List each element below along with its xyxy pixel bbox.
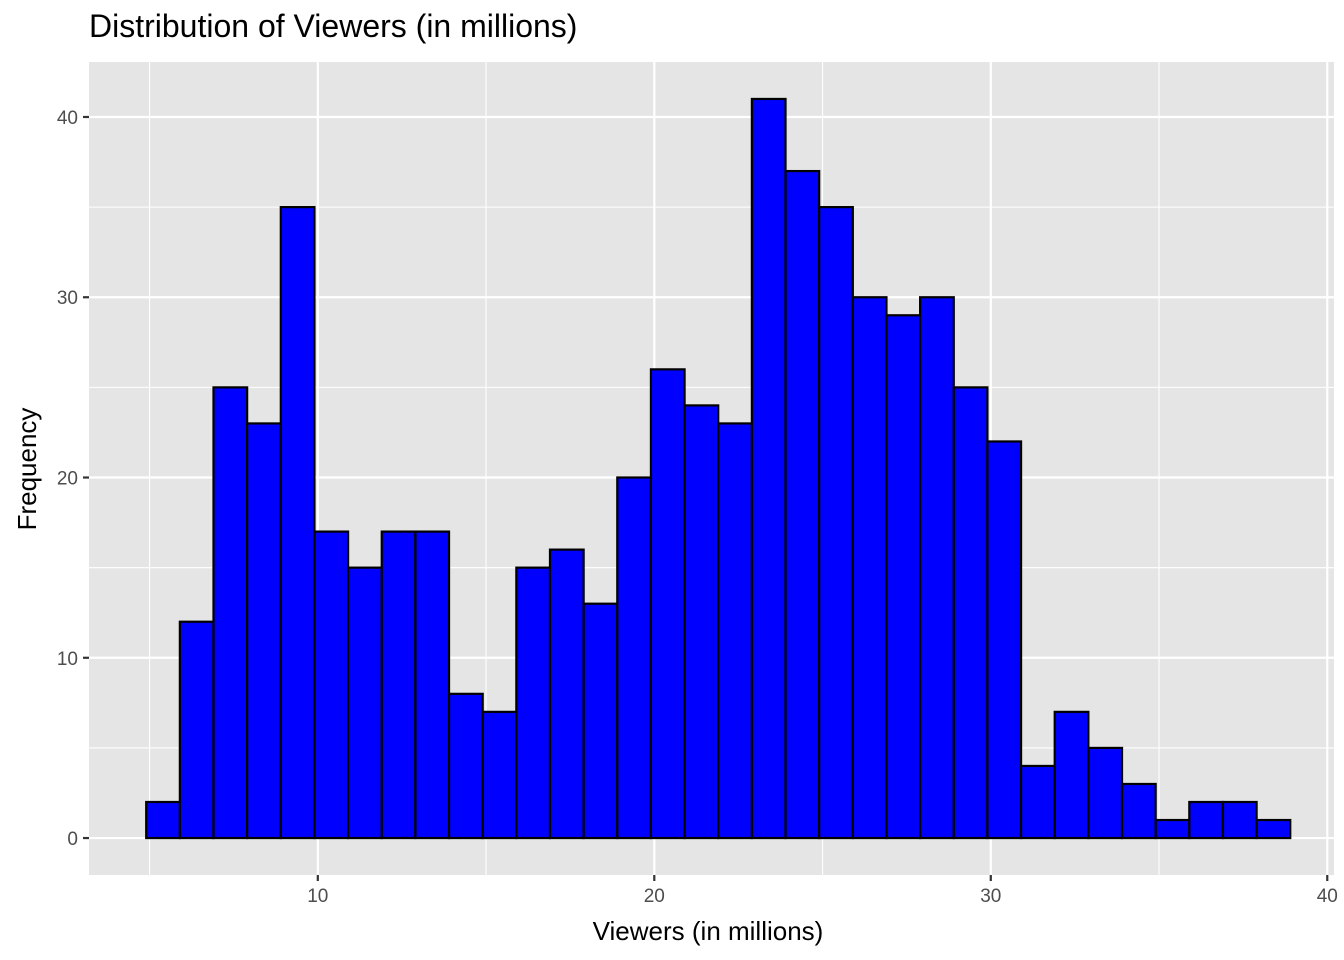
histogram-bar [548,548,585,840]
histogram-bar [279,206,316,840]
y-tick-label: 40 [57,108,78,129]
y-tick-label: 30 [57,288,78,309]
histogram-bar [212,386,249,840]
y-tick-label: 20 [57,469,78,490]
histogram-bar [1154,818,1191,840]
histogram-bar [784,169,821,840]
histogram-bar [1087,746,1124,840]
histogram-bar [145,800,181,840]
histogram-bar [1255,818,1292,840]
histogram-bar [1120,782,1157,840]
histogram-bar [717,422,753,840]
bars [145,97,1292,840]
x-tick-label: 30 [980,886,1001,907]
histogram-bar [885,314,922,840]
x-axis-ticks: 10 20 30 40 [307,875,1338,907]
y-tick-label: 0 [67,829,78,850]
y-axis-ticks: 0 10 20 30 40 [57,108,89,850]
histogram-bar [582,602,619,840]
histogram-bar [616,476,653,840]
histogram-bar [851,296,888,840]
x-tick-label: 10 [307,886,328,907]
histogram-bar [919,296,955,840]
histogram-bar [952,386,989,840]
histogram-bar [1188,800,1225,840]
histogram-bar [986,440,1023,840]
histogram-bar [818,206,854,840]
x-tick-label: 40 [1317,886,1338,907]
x-axis-title: Viewers (in millions) [593,916,824,946]
histogram-bar [178,620,215,840]
histogram-bar [683,404,720,840]
histogram-bar [649,368,686,840]
histogram-bar [1053,710,1090,840]
histogram-bar [380,530,417,840]
histogram-bar [1019,764,1056,840]
histogram-bar [515,566,552,840]
histogram-bar [447,692,484,840]
histogram-bar [346,566,383,840]
y-axis-title: Frequency [12,408,42,531]
y-tick-label: 10 [57,649,78,670]
histogram-bar [246,422,282,840]
x-tick-label: 20 [644,886,665,907]
histogram-bar [481,710,518,840]
histogram-bar [1221,800,1258,840]
histogram-bar [414,530,451,840]
histogram-bar [313,530,350,840]
chart-title: Distribution of Viewers (in millions) [89,8,578,44]
histogram-bar [750,97,787,840]
